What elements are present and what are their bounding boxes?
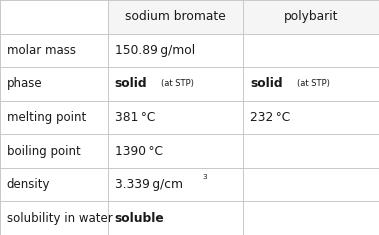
Bar [0, 34, 108, 67]
Bar [243, 134, 379, 168]
Bar [243, 168, 379, 201]
Text: 381 °C: 381 °C [115, 111, 155, 124]
Bar [0, 101, 108, 134]
Text: sodium bromate: sodium bromate [125, 10, 226, 23]
Text: solubility in water: solubility in water [7, 212, 113, 225]
Text: 3.339 g/cm: 3.339 g/cm [115, 178, 183, 191]
Bar [108, 134, 243, 168]
Bar [243, 101, 379, 134]
Text: phase: phase [7, 77, 42, 90]
Bar [0, 67, 108, 101]
Bar [108, 67, 243, 101]
Text: density: density [7, 178, 50, 191]
Text: 1390 °C: 1390 °C [115, 145, 163, 158]
Text: 232 °C: 232 °C [250, 111, 290, 124]
Text: boiling point: boiling point [7, 145, 81, 158]
Bar [243, 34, 379, 67]
Bar [0, 201, 108, 235]
Bar [108, 0, 243, 34]
Bar [243, 0, 379, 34]
Text: (at STP): (at STP) [297, 79, 330, 88]
Bar [0, 0, 108, 34]
Text: melting point: melting point [7, 111, 86, 124]
Text: solid: solid [250, 77, 283, 90]
Bar [243, 67, 379, 101]
Text: (at STP): (at STP) [161, 79, 194, 88]
Bar [0, 168, 108, 201]
Text: 3: 3 [203, 174, 207, 180]
Bar [0, 134, 108, 168]
Bar [243, 201, 379, 235]
Bar [108, 201, 243, 235]
Text: soluble: soluble [115, 212, 164, 225]
Bar [108, 101, 243, 134]
Text: 150.89 g/mol: 150.89 g/mol [115, 44, 195, 57]
Bar [108, 168, 243, 201]
Text: molar mass: molar mass [7, 44, 76, 57]
Bar [108, 34, 243, 67]
Text: polybarit: polybarit [284, 10, 338, 23]
Text: solid: solid [115, 77, 147, 90]
